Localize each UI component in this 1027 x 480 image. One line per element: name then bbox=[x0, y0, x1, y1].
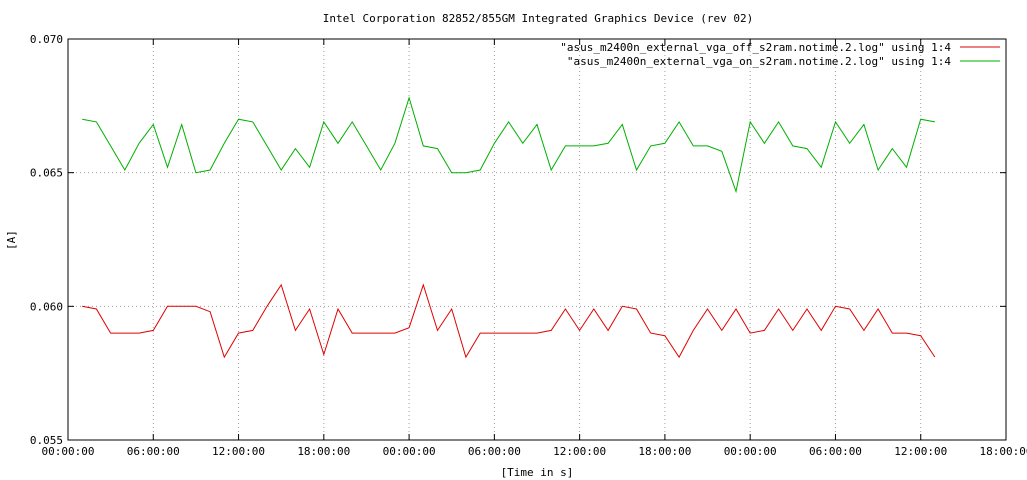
series-line-vga-off bbox=[82, 283, 936, 359]
x-tick-label: 00:00:00 bbox=[724, 445, 777, 458]
x-tick-label: 06:00:00 bbox=[468, 445, 521, 458]
plot-frame bbox=[67, 38, 1007, 441]
y-tick-label: 0.055 bbox=[30, 434, 63, 447]
x-axis: 00:00:00 06:00:00 12:00:00 18:00:00 00:00:00… bbox=[42, 39, 1027, 458]
legend-label: "asus_m2400n_external_vga_on_s2ram.notim… bbox=[567, 55, 951, 68]
legend: "asus_m2400n_external_vga_off_s2ram.noti… bbox=[560, 41, 1000, 68]
legend-label: "asus_m2400n_external_vga_off_s2ram.noti… bbox=[560, 41, 951, 54]
x-tick-label: 18:00:00 bbox=[297, 445, 350, 458]
x-tick-label: 18:00:00 bbox=[980, 445, 1027, 458]
y-tick-label: 0.060 bbox=[30, 300, 63, 313]
x-tick-label: 06:00:00 bbox=[809, 445, 862, 458]
x-tick-label: 12:00:00 bbox=[212, 445, 265, 458]
series-lines bbox=[82, 96, 936, 359]
x-tick-label: 00:00:00 bbox=[383, 445, 436, 458]
x-tick-label: 12:00:00 bbox=[894, 445, 947, 458]
x-tick-label: 18:00:00 bbox=[638, 445, 691, 458]
series-line-vga-on bbox=[82, 96, 935, 194]
x-tick-label: 12:00:00 bbox=[553, 445, 606, 458]
y-tick-label: 0.070 bbox=[30, 33, 63, 46]
y-axis-label: [A] bbox=[5, 230, 18, 250]
x-axis-label: [Time in s] bbox=[501, 466, 574, 479]
x-tick-label: 06:00:00 bbox=[127, 445, 180, 458]
grid-lines bbox=[68, 39, 1006, 440]
x-tick-label: 00:00:00 bbox=[42, 445, 95, 458]
y-tick-label: 0.065 bbox=[30, 167, 63, 180]
chart-title: Intel Corporation 82852/855GM Integrated… bbox=[323, 12, 753, 25]
